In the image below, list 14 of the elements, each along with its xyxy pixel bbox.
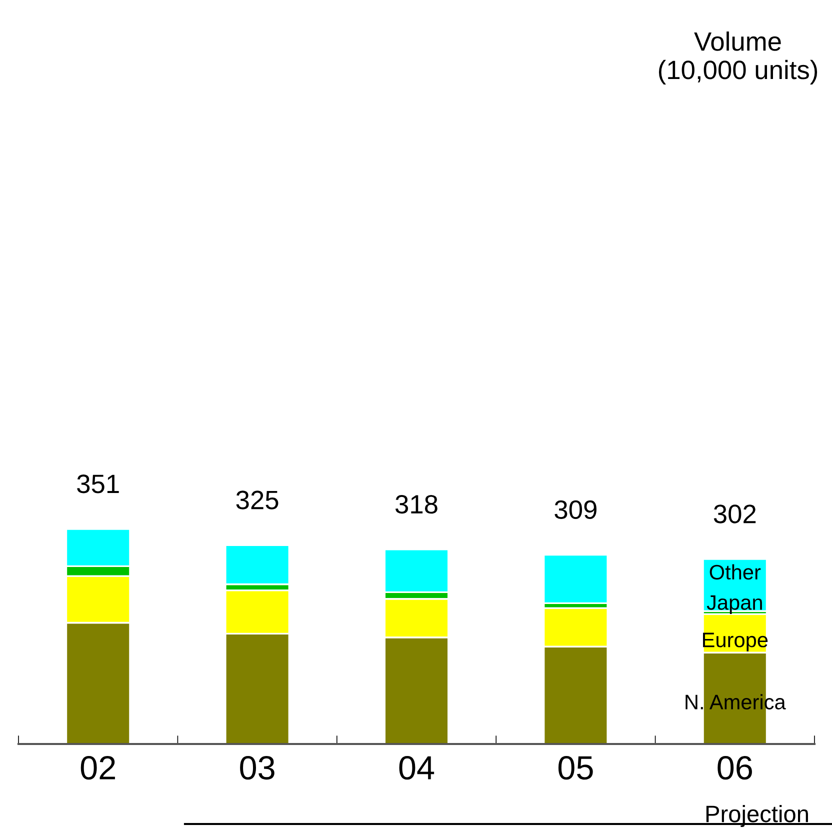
x-tick-label: 06 [718, 756, 752, 780]
text: Volume (10,000 units) [658, 31, 818, 84]
x-tick-label: 04 [399, 756, 434, 780]
x-tick-label: 05 [558, 756, 593, 780]
annotation: 325 [236, 490, 278, 510]
series-label: Japan [706, 595, 762, 614]
annotation: 351 [77, 474, 119, 494]
annotation: 302 [714, 504, 756, 524]
annotation: 309 [554, 500, 596, 520]
annotation: 318 [395, 494, 438, 514]
series-label: Other [710, 564, 761, 580]
text: Projection [706, 804, 808, 828]
x-tick-label: 02 [80, 756, 115, 780]
x-tick-label: 03 [240, 756, 274, 780]
